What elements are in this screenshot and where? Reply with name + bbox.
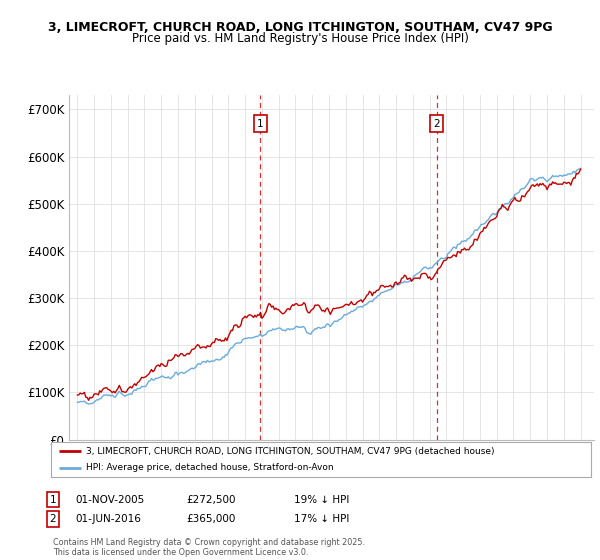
Text: 01-NOV-2005: 01-NOV-2005 <box>75 494 144 505</box>
Text: 3, LIMECROFT, CHURCH ROAD, LONG ITCHINGTON, SOUTHAM, CV47 9PG (detached house): 3, LIMECROFT, CHURCH ROAD, LONG ITCHINGT… <box>86 447 494 456</box>
Text: 2: 2 <box>49 514 56 524</box>
Text: £365,000: £365,000 <box>186 514 235 524</box>
Text: 1: 1 <box>49 494 56 505</box>
Text: Contains HM Land Registry data © Crown copyright and database right 2025.
This d: Contains HM Land Registry data © Crown c… <box>53 538 365 557</box>
Text: Price paid vs. HM Land Registry's House Price Index (HPI): Price paid vs. HM Land Registry's House … <box>131 32 469 45</box>
Text: 2: 2 <box>433 119 440 128</box>
Text: 3, LIMECROFT, CHURCH ROAD, LONG ITCHINGTON, SOUTHAM, CV47 9PG: 3, LIMECROFT, CHURCH ROAD, LONG ITCHINGT… <box>47 21 553 34</box>
Text: 1: 1 <box>257 119 264 128</box>
Text: 01-JUN-2016: 01-JUN-2016 <box>75 514 141 524</box>
Text: £272,500: £272,500 <box>186 494 235 505</box>
Text: 17% ↓ HPI: 17% ↓ HPI <box>294 514 349 524</box>
Text: 19% ↓ HPI: 19% ↓ HPI <box>294 494 349 505</box>
Text: HPI: Average price, detached house, Stratford-on-Avon: HPI: Average price, detached house, Stra… <box>86 464 334 473</box>
